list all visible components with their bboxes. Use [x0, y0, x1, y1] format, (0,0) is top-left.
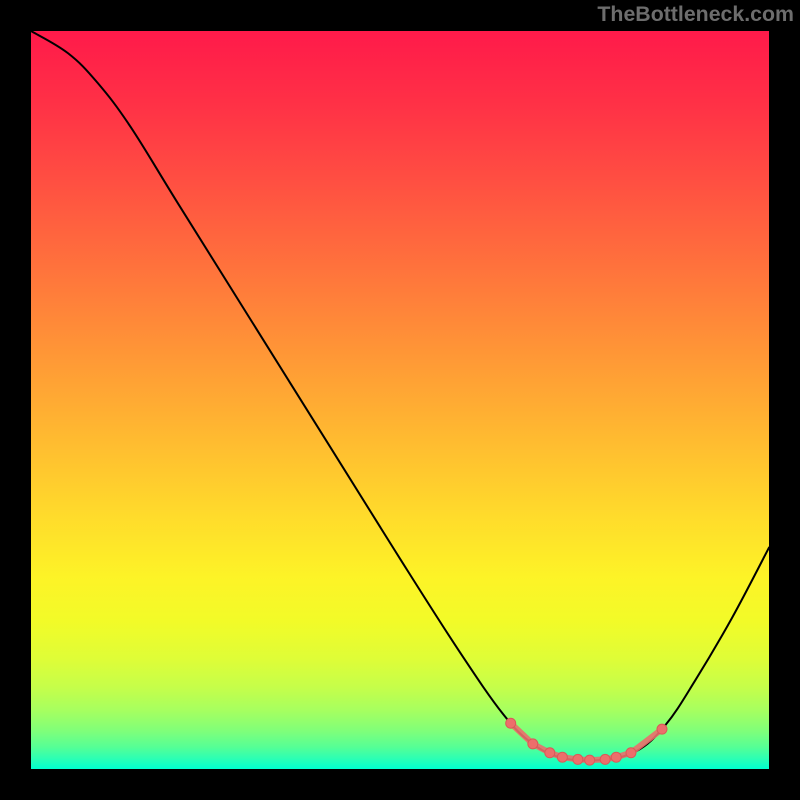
optimal-marker-dot [600, 754, 610, 764]
bottleneck-chart-svg [31, 31, 769, 769]
watermark-label: TheBottleneck.com [597, 2, 794, 27]
optimal-marker-dot [585, 755, 595, 765]
optimal-marker-dot [573, 754, 583, 764]
optimal-marker-dot [545, 748, 555, 758]
optimal-marker-dot [611, 752, 621, 762]
chart-container: TheBottleneck.com [0, 0, 800, 800]
plot-background [31, 31, 769, 769]
optimal-marker-dot [626, 748, 636, 758]
optimal-marker-dot [557, 752, 567, 762]
optimal-marker-dot [506, 718, 516, 728]
plot-area [31, 31, 769, 769]
optimal-marker-dot [528, 739, 538, 749]
optimal-marker-dot [657, 724, 667, 734]
